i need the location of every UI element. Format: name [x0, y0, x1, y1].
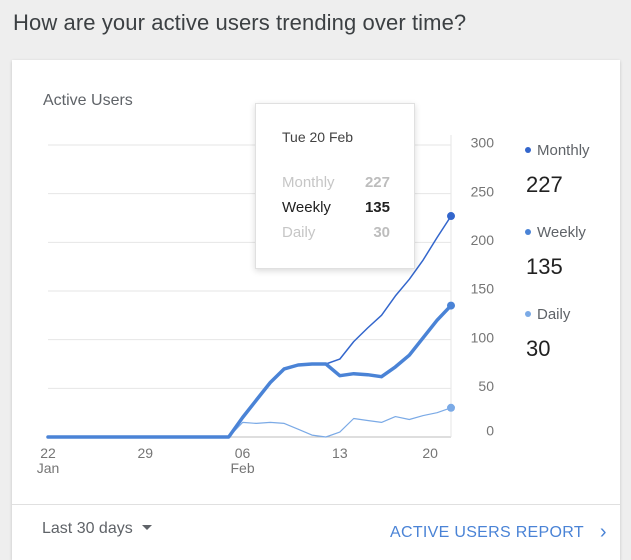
y-tick-label: 150	[471, 281, 495, 297]
tooltip-value: 30	[373, 224, 390, 241]
tooltip-value: 227	[364, 174, 390, 191]
legend-value: 135	[526, 254, 563, 279]
x-tick-label: 06	[235, 445, 251, 461]
legend-item-monthly[interactable]: Monthly 227	[525, 142, 590, 198]
y-tick-label: 50	[478, 378, 494, 394]
active-users-card: Active Users 0 50 100 150 200 250 300 22 Jan 29 06…	[12, 60, 620, 560]
legend-item-daily[interactable]: Daily 30	[525, 306, 570, 362]
tooltip-label: Daily	[282, 224, 316, 241]
page-question: How are your active users trending over …	[13, 10, 467, 35]
y-tick-label: 100	[471, 329, 495, 345]
series-point-daily	[447, 403, 455, 412]
legend-label: Monthly	[537, 142, 590, 159]
tooltip-value: 135	[364, 199, 390, 216]
series-point-weekly	[447, 301, 455, 310]
tooltip-date: Tue 20 Feb	[282, 129, 354, 145]
x-tick-label-month: Jan	[37, 460, 60, 476]
x-tick-label: 29	[137, 445, 153, 461]
legend-dot-icon	[525, 228, 531, 235]
report-link-label: ACTIVE USERS REPORT	[390, 524, 584, 541]
legend-label: Daily	[537, 306, 571, 323]
card-title: Active Users	[43, 92, 133, 109]
legend-label: Weekly	[537, 224, 586, 241]
tooltip-label: Weekly	[282, 199, 331, 216]
legend-item-weekly[interactable]: Weekly 135	[525, 224, 586, 280]
y-tick-label: 200	[471, 232, 495, 248]
chevron-right-icon: ›	[599, 521, 607, 543]
active-users-report-link[interactable]: ACTIVE USERS REPORT ›	[390, 520, 607, 543]
chart-tooltip: Tue 20 Feb Monthly 227 Weekly 135 Daily …	[255, 103, 415, 269]
legend-value: 227	[526, 172, 563, 197]
y-tick-label: 250	[471, 183, 495, 199]
tooltip-label: Monthly	[282, 174, 335, 191]
legend-dot-icon	[525, 310, 531, 317]
x-tick-label-month: Feb	[230, 460, 254, 476]
y-tick-label: 0	[486, 423, 494, 439]
y-tick-label: 300	[471, 135, 495, 151]
x-tick-label: 22	[40, 445, 56, 461]
series-point-monthly	[447, 212, 455, 221]
legend-dot-icon	[525, 146, 531, 153]
card-footer-divider	[12, 504, 620, 505]
x-tick-label: 13	[332, 445, 348, 461]
series-line-daily	[47, 407, 452, 438]
date-range-label: Last 30 days	[42, 520, 133, 537]
x-tick-label: 20	[422, 445, 438, 461]
caret-down-icon	[141, 525, 152, 531]
legend-value: 30	[526, 336, 551, 361]
date-range-dropdown[interactable]: Last 30 days	[42, 520, 152, 538]
series-line-weekly	[46, 303, 453, 439]
